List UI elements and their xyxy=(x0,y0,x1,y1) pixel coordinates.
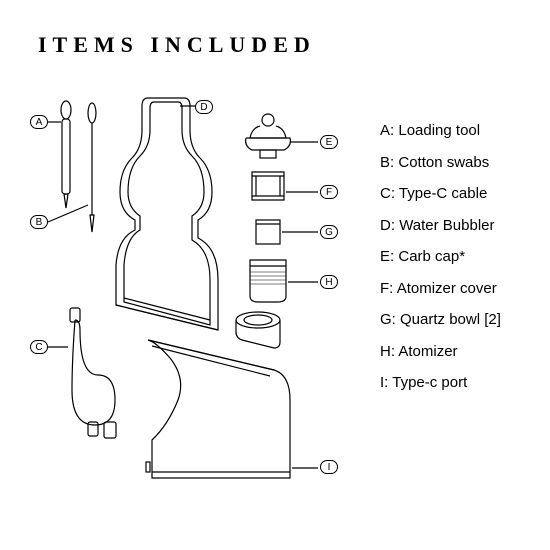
part-quartz-bowl xyxy=(256,220,318,244)
legend-item: D: Water Bubbler xyxy=(380,210,501,242)
label-A: A xyxy=(30,115,48,129)
legend-item: H: Atomizer xyxy=(380,336,501,368)
part-carb-cap xyxy=(246,114,318,158)
label-H: H xyxy=(320,275,338,289)
part-water-bubbler xyxy=(116,98,218,330)
legend-item: F: Atomizer cover xyxy=(380,273,501,305)
label-F: F xyxy=(320,185,338,199)
label-C: C xyxy=(30,340,48,354)
label-B: B xyxy=(30,215,48,229)
label-G: G xyxy=(320,225,338,239)
legend-item: G: Quartz bowl [2] xyxy=(380,304,501,336)
diagram-svg xyxy=(20,80,360,500)
label-I: I xyxy=(320,460,338,474)
page-title: ITEMS INCLUDED xyxy=(38,32,316,58)
label-D: D xyxy=(195,100,213,114)
exploded-diagram: A B C D E F G H I xyxy=(20,80,360,500)
legend-list: A: Loading tool B: Cotton swabs C: Type-… xyxy=(380,115,501,399)
legend-item: B: Cotton swabs xyxy=(380,147,501,179)
legend-item: E: Carb cap* xyxy=(380,241,501,273)
legend-item: I: Type-c port xyxy=(380,367,501,399)
part-cable xyxy=(48,308,116,438)
part-loading-tool xyxy=(48,101,71,208)
label-E: E xyxy=(320,135,338,149)
part-base xyxy=(146,312,318,478)
part-atomizer xyxy=(250,260,318,302)
part-atomizer-cover xyxy=(252,172,318,200)
legend-item: C: Type-C cable xyxy=(380,178,501,210)
legend-item: A: Loading tool xyxy=(380,115,501,147)
